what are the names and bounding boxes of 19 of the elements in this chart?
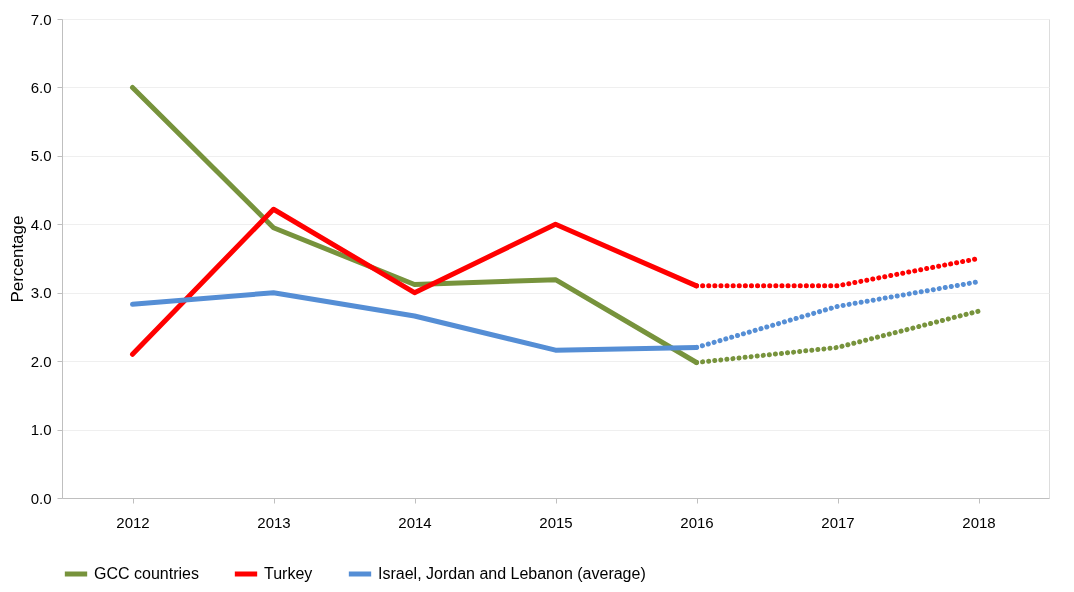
legend-label: Israel, Jordan and Lebanon (average)	[378, 565, 646, 582]
x-tick-label: 2014	[398, 513, 432, 531]
y-tick-label: 7.0	[30, 10, 52, 28]
y-axis-title: Percentage	[7, 215, 27, 303]
y-tick-label: 1.0	[30, 421, 52, 439]
x-tick-label: 2016	[680, 513, 714, 531]
y-tick-label: 3.0	[30, 284, 52, 302]
y-tick-label: 2.0	[30, 352, 52, 370]
legend-label: Turkey	[264, 565, 313, 582]
x-tick-label: 2015	[539, 513, 573, 531]
x-tick-label: 2012	[116, 513, 150, 531]
y-tick-label: 6.0	[30, 78, 52, 96]
legend-label: GCC countries	[94, 565, 199, 582]
y-tick-label: 4.0	[30, 215, 52, 233]
x-tick-label: 2017	[821, 513, 855, 531]
x-tick-label: 2018	[962, 513, 996, 531]
x-tick-label: 2013	[257, 513, 291, 531]
y-tick-label: 0.0	[30, 489, 52, 507]
y-tick-label: 5.0	[30, 147, 52, 165]
